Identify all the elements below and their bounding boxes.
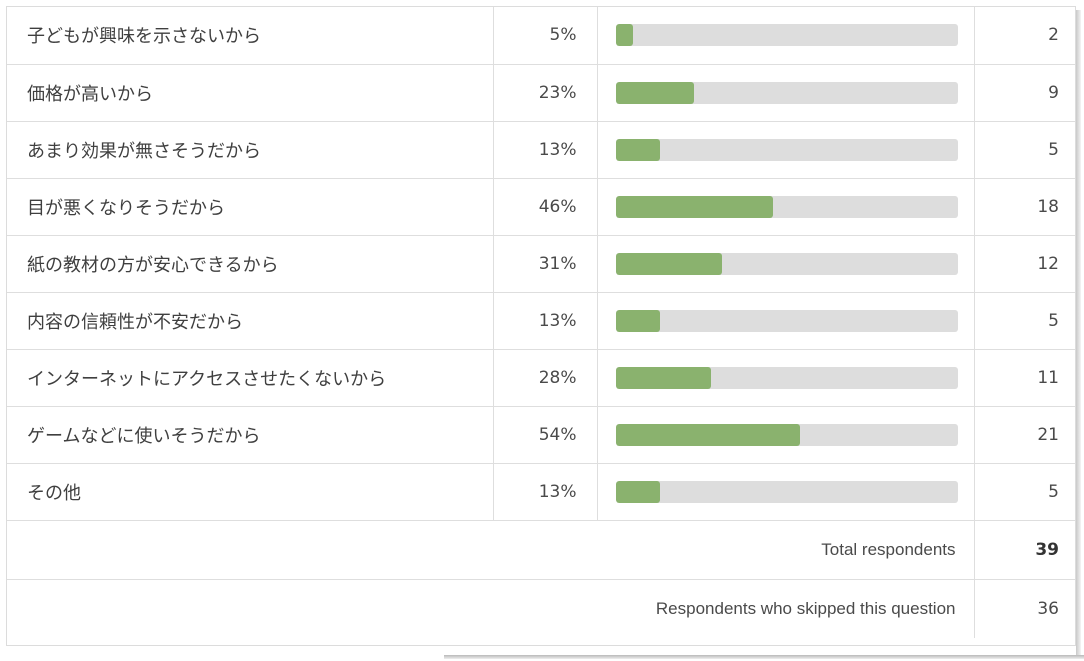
bar-track xyxy=(615,81,958,104)
summary-rows: Total respondents 39 Respondents who ski… xyxy=(7,520,1075,638)
bar-fill xyxy=(615,252,722,275)
skipped-respondents-row: Respondents who skipped this question 36 xyxy=(7,579,1075,638)
answer-row: 内容の信頼性が不安だから 13% 5 xyxy=(7,292,1075,350)
bar-track xyxy=(615,309,958,332)
bar-fill xyxy=(615,423,801,446)
bar-track xyxy=(615,423,958,446)
answer-percent: 28% xyxy=(493,349,598,407)
answer-percent: 13% xyxy=(493,121,598,179)
bar-track xyxy=(615,24,958,47)
answer-bar-cell xyxy=(597,292,975,350)
bar-fill xyxy=(615,24,633,47)
answer-bar-cell xyxy=(597,406,975,464)
frame-shadow-bottom xyxy=(444,655,1084,659)
answer-row: ゲームなどに使いそうだから 54% 21 xyxy=(7,406,1075,464)
answer-percent: 31% xyxy=(493,235,598,293)
bar-fill xyxy=(615,309,660,332)
bar-fill xyxy=(615,81,695,104)
bar-fill xyxy=(615,480,660,503)
frame-shadow-right xyxy=(1076,10,1081,655)
total-respondents-row: Total respondents 39 xyxy=(7,520,1075,580)
answer-bar-cell xyxy=(597,7,975,65)
answer-count: 11 xyxy=(974,349,1075,407)
bar-track xyxy=(615,138,958,161)
answer-bar-cell xyxy=(597,178,975,236)
answer-bar-cell xyxy=(597,463,975,521)
skipped-respondents-label: Respondents who skipped this question xyxy=(7,579,975,638)
results-panel: 子どもが興味を示さないから 5% 2 価格が高いから 23% 9 あまり効果が無さそうだから… xyxy=(6,6,1076,646)
answer-count: 2 xyxy=(974,7,1075,65)
answer-label: 目が悪くなりそうだから xyxy=(7,178,494,236)
answer-label: 価格が高いから xyxy=(7,64,494,122)
answer-percent: 5% xyxy=(493,7,598,65)
answer-bar-cell xyxy=(597,349,975,407)
answer-count: 5 xyxy=(974,121,1075,179)
bar-track xyxy=(615,252,958,275)
answer-count: 12 xyxy=(974,235,1075,293)
results-table: 子どもが興味を示さないから 5% 2 価格が高いから 23% 9 あまり効果が無さそうだから… xyxy=(7,7,1075,638)
total-respondents-label: Total respondents xyxy=(7,520,975,580)
bar-fill xyxy=(615,366,712,389)
answer-row: 価格が高いから 23% 9 xyxy=(7,64,1075,122)
answer-label: 子どもが興味を示さないから xyxy=(7,7,494,65)
answer-label: 紙の教材の方が安心できるから xyxy=(7,235,494,293)
bar-fill xyxy=(615,195,773,218)
skipped-respondents-value: 36 xyxy=(1037,598,1059,619)
answer-percent: 23% xyxy=(493,64,598,122)
answer-label: その他 xyxy=(7,463,494,521)
answer-row: 目が悪くなりそうだから 46% 18 xyxy=(7,178,1075,236)
answer-row: あまり効果が無さそうだから 13% 5 xyxy=(7,121,1075,179)
bar-track xyxy=(615,195,958,218)
answer-label: インターネットにアクセスさせたくないから xyxy=(7,349,494,407)
bar-fill xyxy=(615,138,660,161)
answer-row: インターネットにアクセスさせたくないから 28% 11 xyxy=(7,349,1075,407)
answer-bar-cell xyxy=(597,64,975,122)
answer-count: 9 xyxy=(974,64,1075,122)
answer-label: ゲームなどに使いそうだから xyxy=(7,406,494,464)
bar-track xyxy=(615,366,958,389)
total-respondents-value: 39 xyxy=(974,520,1075,580)
answer-count: 18 xyxy=(974,178,1075,236)
answer-percent: 54% xyxy=(493,406,598,464)
answer-bar-cell xyxy=(597,235,975,293)
answer-row: 子どもが興味を示さないから 5% 2 xyxy=(7,7,1075,65)
results-rows: 子どもが興味を示さないから 5% 2 価格が高いから 23% 9 あまり効果が無さそうだから… xyxy=(7,7,1075,521)
answer-label: あまり効果が無さそうだから xyxy=(7,121,494,179)
answer-percent: 46% xyxy=(493,178,598,236)
answer-percent: 13% xyxy=(493,463,598,521)
answer-count: 5 xyxy=(974,292,1075,350)
answer-row: 紙の教材の方が安心できるから 31% 12 xyxy=(7,235,1075,293)
answer-count: 5 xyxy=(974,463,1075,521)
answer-row: その他 13% 5 xyxy=(7,463,1075,521)
answer-label: 内容の信頼性が不安だから xyxy=(7,292,494,350)
answer-bar-cell xyxy=(597,121,975,179)
answer-count: 21 xyxy=(974,406,1075,464)
answer-percent: 13% xyxy=(493,292,598,350)
bar-track xyxy=(615,480,958,503)
